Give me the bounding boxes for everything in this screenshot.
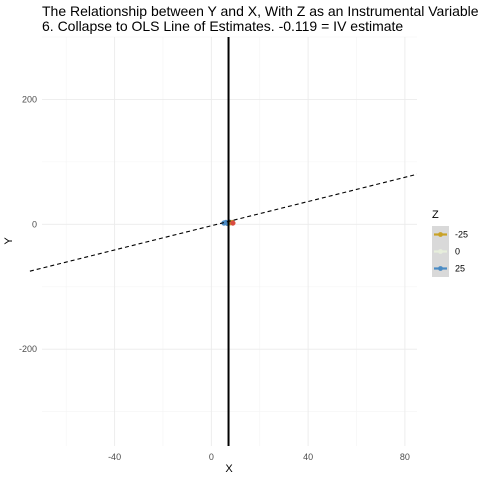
legend-title: Z: [432, 209, 439, 221]
y-tick-label: -200: [19, 344, 37, 354]
y-axis-title: Y: [3, 237, 15, 245]
x-tick-label: 40: [303, 452, 313, 462]
legend: Z -25 0 25: [432, 209, 468, 277]
data-point: [230, 220, 236, 226]
legend-label: -25: [455, 230, 468, 240]
x-tick-label: 80: [400, 452, 410, 462]
legend-key-point: [438, 232, 443, 237]
tick-labels: -40 0 40 80 -200 0 200: [19, 94, 410, 462]
chart-title-line-2: 6. Collapse to OLS Line of Estimates. -0…: [42, 18, 403, 34]
legend-label: 25: [455, 264, 465, 274]
x-axis-title: X: [225, 463, 233, 475]
plot-marks: [29, 37, 417, 446]
chart-title-line-1: The Relationship between Y and X, With Z…: [42, 3, 479, 19]
y-tick-label: 200: [22, 94, 37, 104]
x-tick-label: 0: [209, 452, 214, 462]
legend-key-point: [438, 266, 443, 271]
legend-label: 0: [455, 247, 460, 257]
legend-key-point: [438, 249, 443, 254]
x-tick-label: -40: [108, 452, 121, 462]
y-tick-label: 0: [32, 219, 37, 229]
